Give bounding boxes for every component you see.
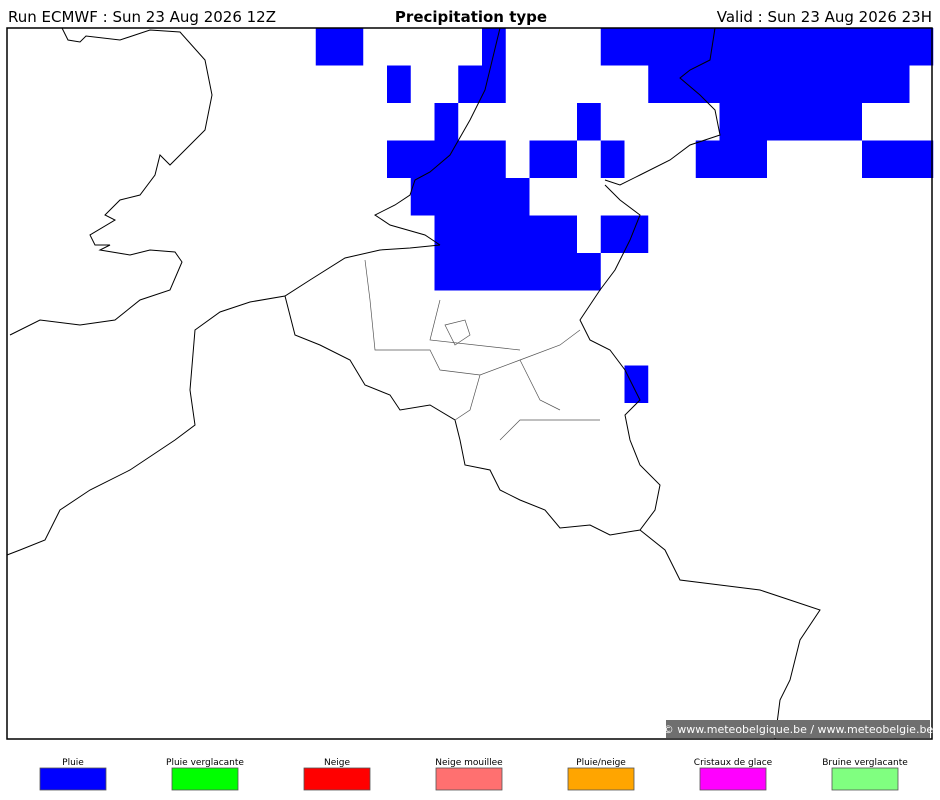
rain-cell — [862, 140, 934, 178]
rain-cell — [315, 28, 364, 66]
rain-cell — [410, 178, 530, 216]
be-border — [284, 289, 661, 536]
run-label: Run ECMWF : Sun 23 Aug 2026 12Z — [8, 8, 276, 26]
legend-swatch — [699, 767, 767, 791]
uk-coast — [9, 27, 213, 336]
rain-cell — [577, 103, 601, 141]
rain-cell — [719, 103, 862, 141]
fr-de-border — [639, 529, 821, 740]
de-coast — [604, 27, 721, 186]
rain-cell — [529, 140, 577, 178]
rain-cell — [458, 65, 506, 103]
legend-swatch — [303, 767, 371, 791]
legend-swatch — [39, 767, 107, 791]
legend-swatch — [567, 767, 635, 791]
rain-cell — [600, 28, 934, 66]
valid-label: Valid : Sun 23 Aug 2026 23H — [717, 8, 932, 26]
provinces — [364, 259, 600, 441]
legend-label: Pluie verglacante — [166, 758, 244, 768]
rain-cell — [434, 253, 601, 291]
rain-cell — [434, 103, 459, 141]
legend-label: Cristaux de glace — [694, 758, 773, 768]
rain-cell — [624, 365, 649, 403]
rain-cell — [387, 65, 411, 103]
rain-cell — [600, 140, 625, 178]
legend-swatch — [171, 767, 239, 791]
credit-box — [666, 720, 930, 738]
nl-de-border — [599, 184, 641, 291]
legend-label: Neige mouillee — [435, 758, 503, 768]
map-title: Precipitation type — [395, 8, 547, 26]
rain-cell — [434, 215, 577, 253]
legend: Pluie Pluie verglacante Neige Neige mouille… — [39, 758, 908, 791]
legend-swatch — [435, 767, 503, 791]
nl-coast — [374, 27, 501, 246]
france-coast — [6, 244, 441, 556]
legend-swatch — [831, 767, 899, 791]
credit: © www.meteobelgique.be / www.meteobelgie… — [663, 723, 934, 736]
precip-cells — [315, 28, 934, 403]
legend-label: Neige — [324, 758, 350, 768]
rain-cell — [482, 28, 506, 66]
rain-cell — [648, 65, 910, 103]
rain-cell — [387, 140, 506, 178]
legend-label: Pluie/neige — [576, 758, 626, 768]
legend-label: Bruine verglacante — [822, 758, 908, 768]
legend-label: Pluie — [62, 758, 84, 768]
rain-cell — [695, 140, 767, 178]
rain-cell — [600, 215, 649, 253]
coastlines — [6, 27, 821, 740]
map-frame — [6, 27, 933, 740]
